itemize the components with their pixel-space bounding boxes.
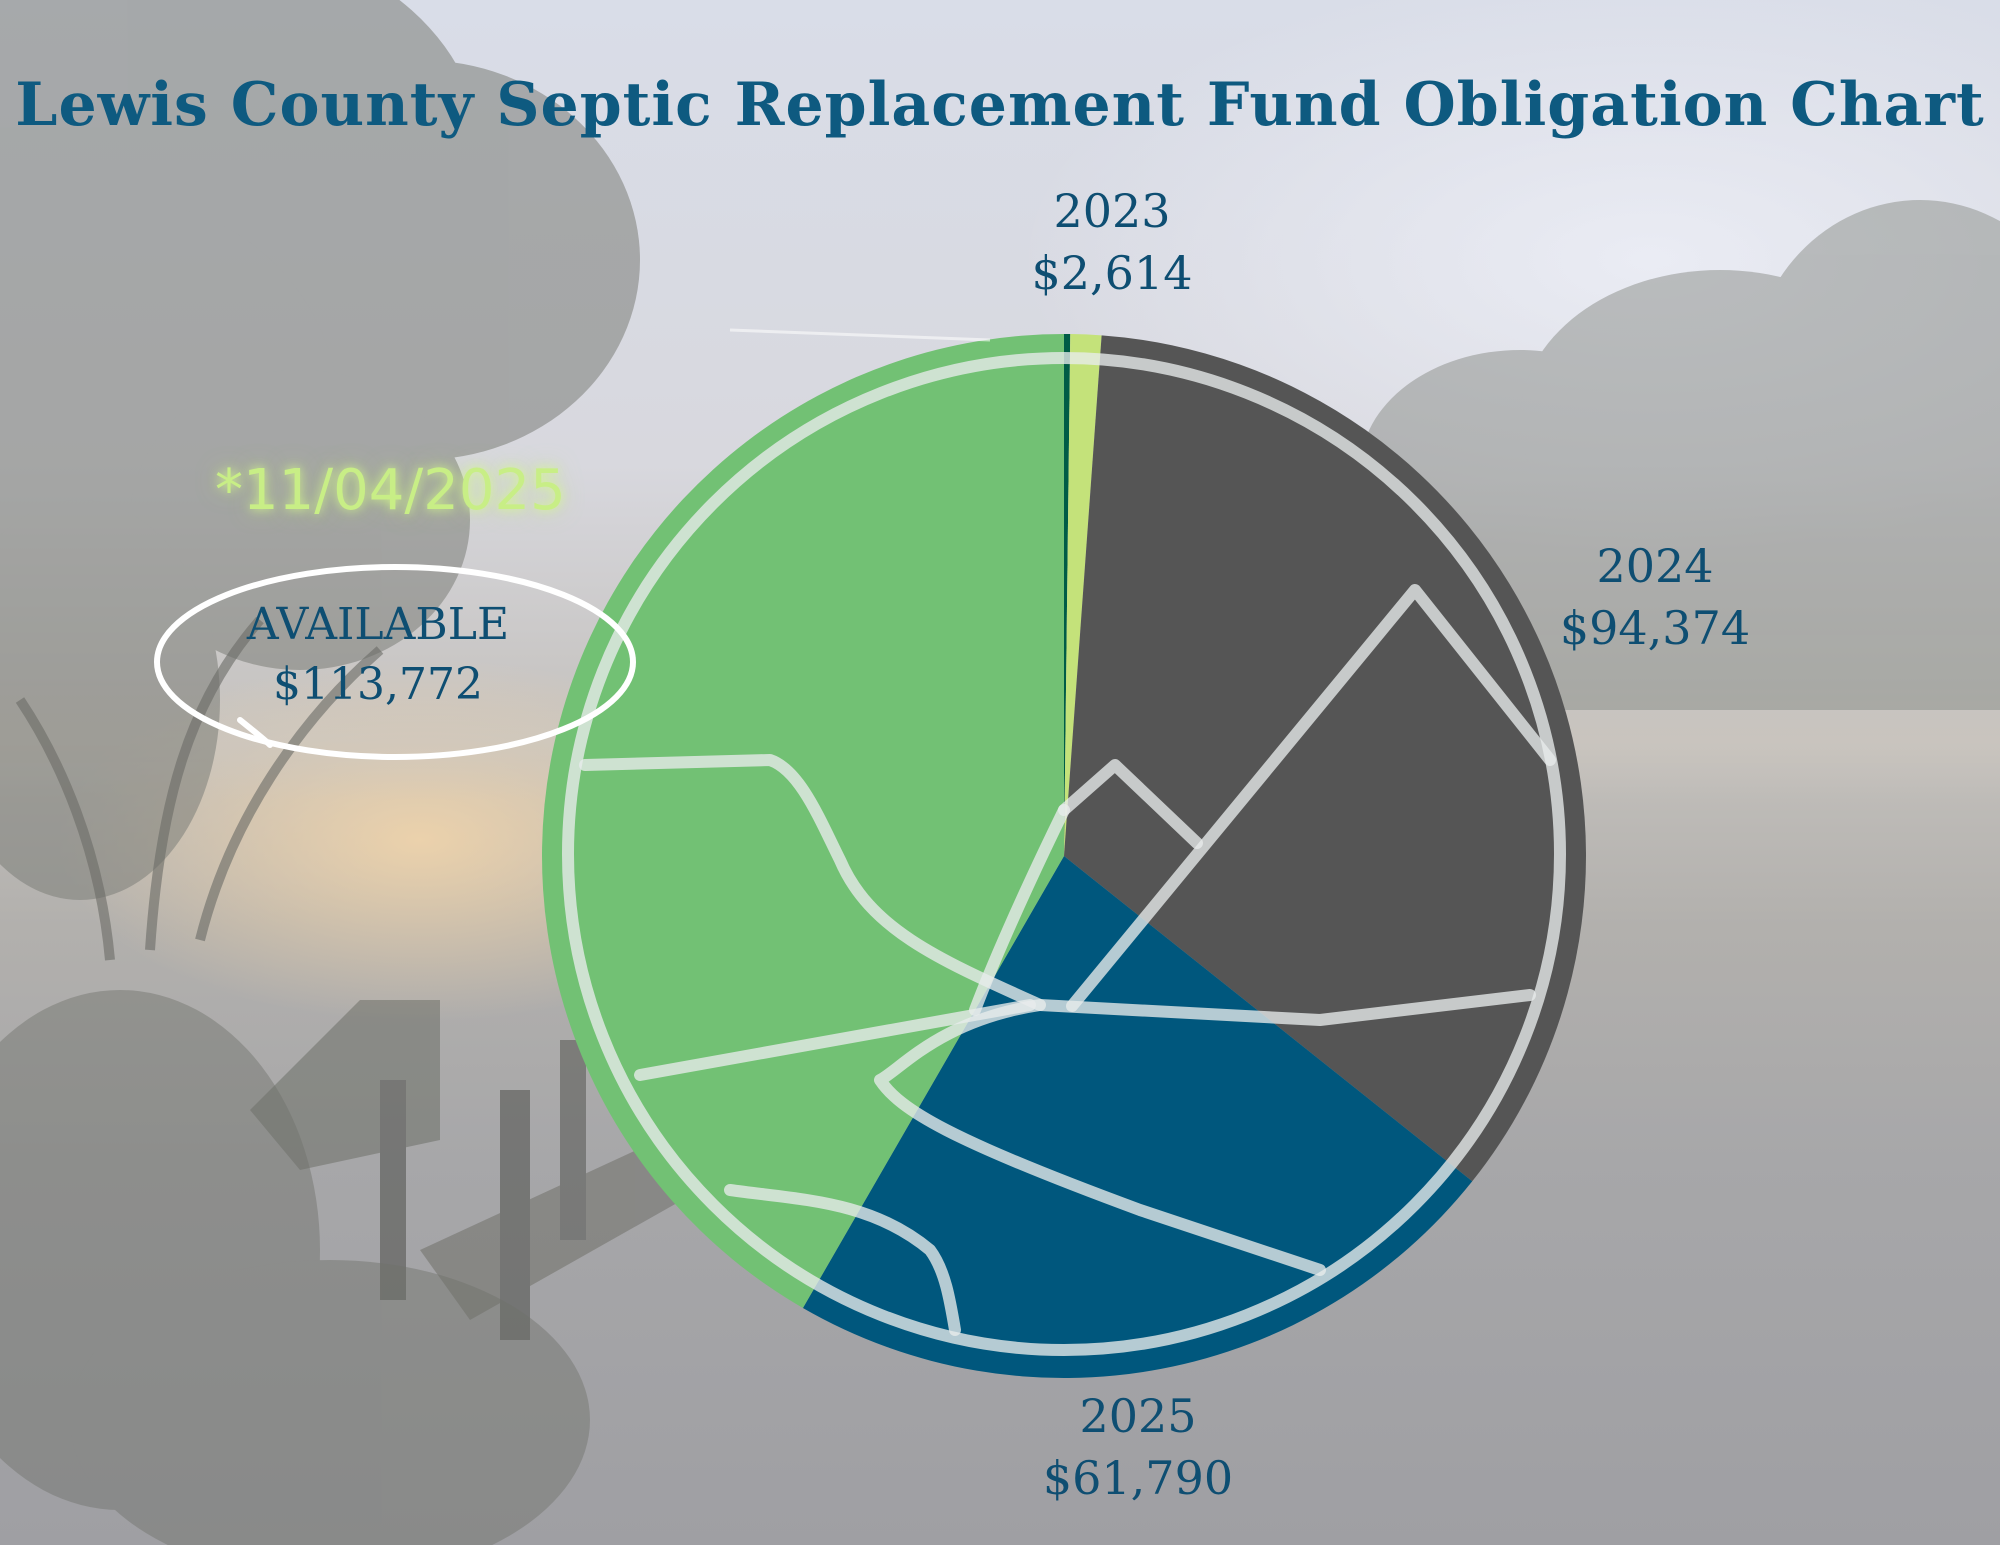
label-2024-year: 2024 <box>1596 539 1714 593</box>
decorative-landscape-lines <box>579 584 1556 1336</box>
chart-title: Lewis County Septic Replacement Fund Obl… <box>15 70 1985 140</box>
pie-slice-separator <box>1064 334 1071 856</box>
label-2024: 2024 $94,374 <box>1495 535 1815 659</box>
label-2023: 2023 $2,614 <box>952 180 1272 304</box>
pie-slice-2023 <box>1064 334 1102 856</box>
label-2023-year: 2023 <box>1053 184 1171 238</box>
label-2025-year: 2025 <box>1079 1389 1197 1443</box>
label-available-title: AVAILABLE <box>246 599 510 650</box>
pie-slices <box>542 334 1586 1379</box>
label-2025: 2025 $61,790 <box>978 1385 1298 1509</box>
label-2025-value: $61,790 <box>1042 1451 1234 1505</box>
light-streak <box>729 328 991 342</box>
label-available: AVAILABLE $113,772 <box>218 595 538 715</box>
oval-tail <box>237 717 273 748</box>
date-annotation: *11/04/2025 <box>215 458 566 523</box>
pie-slice-2025 <box>802 856 1473 1379</box>
label-2024-value: $94,374 <box>1559 601 1751 655</box>
pie-outline-ring <box>562 352 1566 1356</box>
label-available-value: $113,772 <box>273 659 483 710</box>
available-highlight-oval <box>154 564 636 760</box>
label-2023-value: $2,614 <box>1031 246 1193 300</box>
